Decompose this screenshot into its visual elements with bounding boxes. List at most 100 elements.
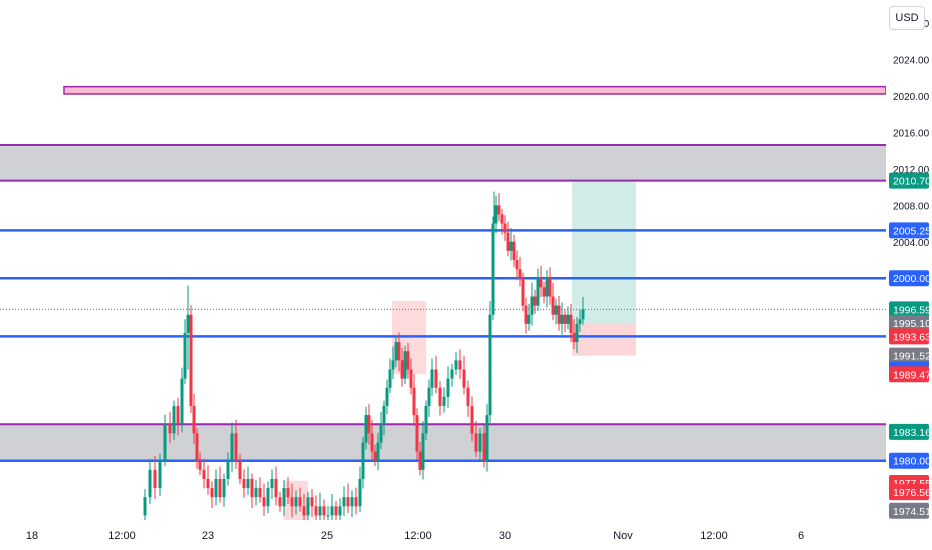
candle-body — [218, 478, 222, 498]
x-tick-label: Nov — [613, 530, 633, 542]
candle-body — [342, 497, 346, 507]
currency-button[interactable]: USD — [889, 6, 925, 30]
candle-body — [560, 314, 564, 324]
candle-body — [222, 478, 226, 498]
zone-rect[interactable] — [0, 424, 886, 461]
candle-body — [354, 497, 358, 507]
price-label: 1989.47 — [893, 369, 931, 381]
candle-body — [442, 396, 446, 406]
candle-body — [346, 497, 350, 507]
candle-body — [358, 478, 362, 507]
candle-body — [418, 451, 422, 470]
candle-body — [494, 205, 498, 224]
stop-zone[interactable] — [572, 322, 636, 356]
price-label: 2005.25 — [893, 225, 931, 237]
candle-body — [566, 314, 570, 324]
x-tick-label: 30 — [499, 530, 511, 542]
candle-body — [382, 405, 386, 425]
price-label: 1993.63 — [893, 331, 931, 343]
candle-body — [214, 478, 218, 498]
candle-body — [446, 378, 450, 397]
candle-body — [548, 278, 552, 297]
candle-body — [168, 424, 172, 434]
candle-body — [563, 314, 567, 324]
candle-body — [554, 305, 558, 315]
candle-body — [379, 424, 383, 443]
candle-body — [412, 387, 416, 416]
zone-rect[interactable] — [0, 145, 886, 181]
candle-body — [302, 506, 306, 516]
candle-body — [376, 442, 380, 461]
candle-body — [530, 296, 534, 315]
candle-body — [569, 314, 573, 333]
x-tick-label: 23 — [202, 530, 214, 542]
candle-body — [406, 351, 410, 370]
candle-body — [497, 205, 501, 215]
candle-body — [512, 241, 516, 260]
price-label-bg — [889, 172, 929, 189]
candle-body — [234, 433, 238, 461]
candle-body — [172, 405, 176, 434]
candle-body — [198, 460, 202, 470]
target-zone[interactable] — [572, 180, 636, 323]
candle-body — [262, 497, 266, 507]
candle-body — [326, 515, 330, 517]
price-label-bg — [889, 484, 929, 501]
candle-body — [373, 451, 377, 461]
candle-body — [195, 433, 199, 461]
price-label-bg — [889, 328, 929, 345]
candle-body — [330, 506, 334, 516]
candle-body — [238, 460, 242, 479]
candle-body — [385, 387, 389, 406]
candle-body — [427, 387, 431, 406]
candle-body — [298, 497, 302, 507]
time-axis[interactable] — [0, 520, 932, 550]
price-label-bg — [889, 222, 929, 239]
candle-body — [397, 342, 401, 361]
candle-body — [367, 415, 371, 434]
price-label-bg — [889, 423, 929, 440]
candle-body — [202, 469, 206, 479]
candle-body — [322, 506, 326, 516]
candle-body — [290, 497, 294, 507]
candle-body — [581, 309, 585, 320]
price-label-bg — [889, 270, 929, 287]
candle-body — [180, 378, 184, 425]
candle-body — [189, 314, 193, 406]
candle-body — [458, 360, 462, 370]
candle-body — [450, 369, 454, 379]
candle-body — [158, 460, 162, 489]
x-tick-label: 6 — [798, 530, 804, 542]
candle-body — [527, 314, 531, 324]
candle-body — [350, 497, 354, 507]
candle-body — [334, 506, 338, 516]
candle-body — [485, 415, 489, 461]
candle-body — [274, 478, 278, 498]
price-label: 2010.70 — [893, 176, 931, 188]
candle-body — [415, 415, 419, 452]
candle-body — [370, 433, 374, 452]
candle-body — [391, 360, 395, 370]
price-label-bg — [889, 347, 929, 364]
candle-body — [242, 478, 246, 489]
candle-body — [542, 287, 546, 297]
candle-body — [491, 223, 495, 315]
candle-body — [545, 278, 549, 297]
candle-body — [310, 497, 314, 507]
x-tick-label: 12:00 — [404, 530, 432, 542]
candle-body — [206, 478, 210, 489]
candle-body — [176, 405, 180, 425]
price-label-bg — [889, 452, 929, 469]
y-tick-label: 2016.00 — [893, 128, 930, 139]
candle-body — [482, 433, 486, 461]
candle-body — [524, 305, 528, 324]
resistance-rect[interactable] — [63, 85, 887, 95]
candle-body — [500, 214, 504, 224]
candle-body — [163, 424, 167, 461]
candle-body — [338, 506, 342, 516]
candle-body — [286, 488, 290, 498]
x-tick-label: 18 — [26, 530, 38, 542]
candle-body — [143, 497, 147, 516]
price-label: 1991.52 — [893, 351, 931, 363]
